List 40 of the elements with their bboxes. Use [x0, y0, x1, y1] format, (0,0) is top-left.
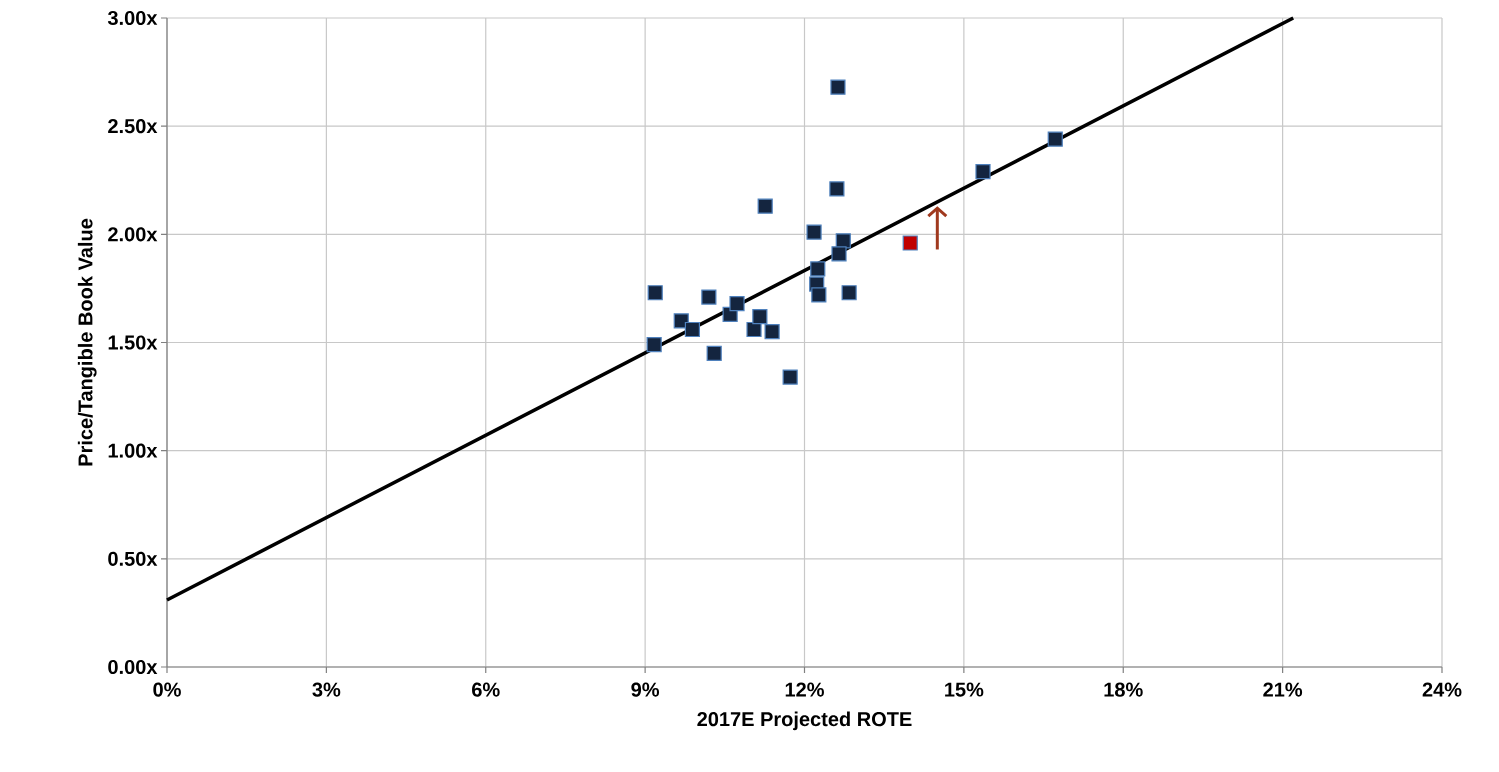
point [701, 289, 717, 305]
y-tick-label: 0.00x [108, 659, 158, 675]
point [830, 79, 846, 95]
x-tick-label: 21% [1263, 682, 1303, 697]
point [757, 198, 773, 214]
point [729, 295, 745, 312]
point [746, 321, 762, 338]
x-tick-label: 3% [312, 682, 341, 697]
x-axis-title: 2017E Projected ROTE [697, 711, 912, 731]
point [706, 345, 722, 361]
x-tick-label: 9% [631, 682, 660, 697]
x-tick-label: 15% [945, 682, 984, 697]
x-tick-label: 18% [1104, 682, 1143, 697]
x-tick-label: 0% [153, 682, 181, 697]
point [810, 261, 826, 277]
point [829, 181, 845, 197]
point [831, 246, 847, 262]
point [646, 337, 662, 353]
point [782, 369, 798, 385]
point [684, 321, 701, 338]
y-tick-label: 2.50x [108, 119, 158, 134]
y-tick-label: 1.50x [108, 335, 158, 350]
point [975, 163, 991, 180]
x-tick-label: 12% [785, 682, 824, 697]
point [647, 285, 663, 301]
y-axis-title: Price/Tangible Book Value [77, 218, 97, 466]
point [1047, 131, 1063, 147]
point [811, 287, 827, 303]
point [673, 313, 689, 329]
point [764, 324, 780, 340]
y-tick-label: 3.00x [107, 10, 158, 26]
y-tick-label: 0.50x [108, 551, 158, 566]
y-tick-label: 2.00x [108, 227, 158, 242]
x-tick-label: 6% [472, 682, 500, 697]
point [902, 235, 918, 251]
point [752, 308, 768, 325]
y-tick-label: 1.00x [108, 443, 158, 458]
point [806, 224, 822, 240]
x-tick-label: 24% [1422, 682, 1462, 697]
point [841, 285, 857, 301]
